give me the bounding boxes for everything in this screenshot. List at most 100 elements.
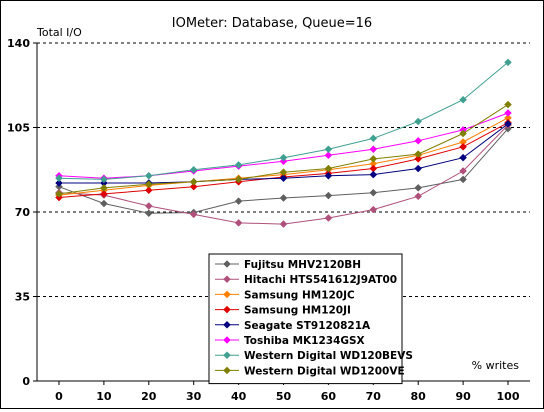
- y-axis-title: Total I/O: [36, 26, 82, 39]
- x-tick-label-40: 40: [231, 390, 247, 403]
- chart-title: IOMeter: Database, Queue=16: [172, 16, 372, 31]
- data-point-0-90: [459, 175, 467, 184]
- data-point-6-20: [144, 171, 153, 180]
- legend-swatch-marker-2: [223, 290, 231, 299]
- x-tick-label-0: 0: [55, 390, 63, 403]
- legend-swatch-marker-7: [223, 366, 231, 375]
- data-point-0-70: [369, 188, 378, 197]
- y-tick-label-105: 105: [7, 122, 30, 135]
- data-point-6-0: [55, 174, 63, 183]
- data-point-1-30: [189, 210, 198, 219]
- y-tick-label-35: 35: [15, 291, 30, 304]
- plot-series: [55, 58, 512, 228]
- data-point-6-40: [234, 161, 243, 169]
- legend-box: [208, 253, 403, 385]
- data-point-6-50: [279, 153, 288, 162]
- data-point-0-60: [324, 191, 333, 200]
- y-tick-labels: 0 35 70 105 140: [7, 37, 30, 388]
- x-tick-label-90: 90: [455, 390, 471, 403]
- x-tick-label-30: 30: [186, 390, 202, 403]
- legend: Fujitsu MHV2120BH Hitachi HTS541612J9AT00…: [208, 253, 413, 385]
- data-point-1-40: [234, 219, 243, 227]
- series-7: [55, 100, 512, 198]
- series-6: [55, 58, 512, 184]
- x-tick-label-50: 50: [276, 390, 292, 403]
- data-point-4-60: [324, 171, 333, 180]
- legend-swatch-marker-0: [223, 260, 231, 268]
- data-point-4-100: [504, 120, 512, 128]
- data-point-1-20: [144, 202, 153, 210]
- legend-label-7: Western Digital WD1200VE: [244, 365, 405, 377]
- data-point-5-100: [504, 109, 512, 117]
- series-1: [55, 121, 512, 228]
- data-point-1-80: [414, 192, 423, 201]
- x-tick-label-20: 20: [141, 390, 157, 403]
- data-point-7-10: [100, 184, 108, 192]
- data-point-3-90: [459, 142, 467, 151]
- data-point-7-40: [234, 175, 243, 184]
- legend-swatch-marker-6: [223, 351, 231, 360]
- legend-label-1: Hitachi HTS541612J9AT00: [244, 274, 397, 286]
- data-point-3-80: [414, 155, 423, 163]
- data-point-1-50: [279, 220, 288, 228]
- legend-label-2: Samsung HM120JC: [244, 289, 355, 301]
- y-tick-label-0: 0: [22, 375, 30, 388]
- data-point-3-20: [144, 186, 153, 195]
- y-tick-label-70: 70: [15, 206, 31, 219]
- legend-swatch-marker-5: [223, 336, 231, 344]
- data-point-6-10: [100, 175, 108, 184]
- legend-label-3: Samsung HM120JI: [244, 305, 351, 317]
- data-point-6-60: [324, 145, 333, 154]
- y-tick-label-140: 140: [7, 37, 30, 50]
- x-tick-label-10: 10: [96, 390, 112, 403]
- data-point-7-90: [459, 129, 467, 138]
- data-point-7-20: [144, 180, 153, 189]
- data-point-3-10: [100, 190, 108, 198]
- data-point-7-60: [324, 164, 333, 173]
- data-point-7-0: [55, 190, 63, 198]
- legend-swatch-marker-4: [223, 320, 231, 329]
- x-tick-label-100: 100: [497, 390, 520, 403]
- legend-label-5: Toshiba MK1234GSX: [244, 335, 365, 347]
- legend-label-6: Western Digital WD120BEVS: [244, 350, 413, 362]
- series-4: [55, 120, 512, 187]
- data-point-1-70: [369, 205, 378, 214]
- series-0: [55, 124, 512, 218]
- data-point-0-40: [234, 197, 243, 205]
- data-point-4-50: [279, 174, 288, 183]
- data-point-4-70: [369, 170, 378, 179]
- data-point-7-30: [189, 177, 198, 186]
- data-point-4-90: [459, 153, 467, 162]
- legend-swatch-marker-3: [223, 305, 231, 314]
- data-point-4-0: [55, 179, 63, 187]
- data-point-6-80: [414, 117, 423, 126]
- data-point-7-80: [414, 150, 423, 158]
- legend-label-0: Fujitsu MHV2120BH: [244, 259, 361, 271]
- legend-swatch-marker-1: [223, 275, 231, 284]
- data-point-7-70: [369, 155, 378, 163]
- legend-label-4: Seagate ST9120821A: [244, 320, 371, 332]
- data-point-5-80: [414, 136, 423, 145]
- x-tick-label-60: 60: [321, 390, 337, 403]
- data-point-5-70: [369, 145, 378, 154]
- data-point-7-100: [504, 100, 512, 109]
- data-point-4-80: [414, 164, 423, 173]
- data-point-1-60: [324, 214, 333, 222]
- data-point-0-10: [100, 199, 108, 208]
- data-point-0-20: [144, 209, 153, 218]
- data-point-6-30: [189, 165, 198, 174]
- x-axis-title: % writes: [472, 359, 520, 372]
- x-tick-label-70: 70: [366, 390, 382, 403]
- data-point-1-90: [459, 167, 467, 175]
- x-tick-labels: 0 10 20 30 40 50 60 70 80 90 100: [55, 390, 520, 403]
- data-point-6-90: [459, 95, 467, 104]
- x-tick-label-80: 80: [411, 390, 427, 403]
- data-point-3-30: [189, 182, 198, 191]
- data-point-0-80: [414, 184, 423, 192]
- data-point-0-50: [279, 194, 288, 202]
- data-point-6-100: [504, 58, 512, 67]
- data-point-5-60: [324, 151, 333, 160]
- data-point-6-70: [369, 134, 378, 143]
